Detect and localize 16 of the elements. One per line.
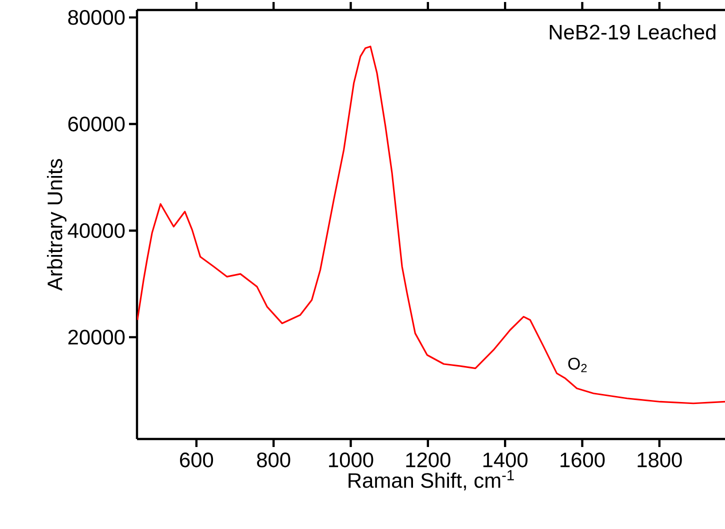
x-tick-label: 1800 [638,452,682,468]
y-tick-label: 80000 [68,10,125,25]
annotation: O$_{2}$ [568,358,587,372]
y-tick-label: 60000 [68,116,125,132]
y-tick-label: 20000 [68,330,125,345]
text: NeB2-19 Leached [550,24,716,40]
x-tick-label: 1600 [560,452,605,468]
x-tick-label: 600 [180,452,214,468]
x-tick-label: 1200 [406,452,450,468]
y-tick-label: 40000 [68,223,125,238]
line-series [137,46,725,404]
x-tick-label: 1000 [329,452,374,468]
x-axis-title: Raman Shift, cm$^{-1}$ [348,470,514,490]
y-axis-title: Arbitrary Units [46,159,66,291]
x-tick-label: 1400 [483,452,528,468]
x-tick-label: 800 [257,452,290,468]
